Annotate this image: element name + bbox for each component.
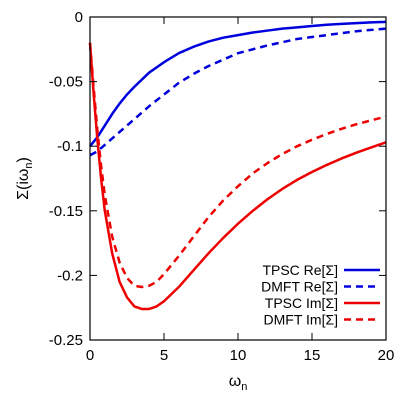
legend-label: DMFT Im[Σ] — [264, 312, 339, 328]
y-tick-label: -0.1 — [57, 138, 83, 155]
legend-label: DMFT Re[Σ] — [261, 279, 338, 295]
legend: TPSC Re[Σ]DMFT Re[Σ]TPSC Im[Σ]DMFT Im[Σ] — [261, 262, 380, 328]
series-line-2 — [88, 42, 387, 311]
series-line-1 — [89, 27, 387, 157]
x-tick-label: 5 — [160, 347, 168, 364]
x-tick-label: 10 — [230, 347, 247, 364]
x-tick-label: 20 — [378, 347, 395, 364]
x-tick-label: 0 — [86, 347, 94, 364]
y-tick-label: -0.05 — [49, 74, 83, 91]
y-tick-label: -0.2 — [57, 267, 83, 284]
x-tick-label: 15 — [304, 347, 321, 364]
y-tick-label: -0.25 — [49, 332, 83, 349]
x-axis-label: ωn — [229, 373, 248, 393]
plot-frame — [89, 16, 387, 341]
legend-label: TPSC Im[Σ] — [265, 295, 338, 311]
axis-ticks: 0 5 10 15 20 0 -0.05 -0.1 -0.15 -0.2 -0.25 — [49, 9, 395, 364]
y-axis-label: Σ(iωn) — [15, 157, 35, 200]
legend-label: TPSC Re[Σ] — [262, 262, 338, 278]
plot-lines — [88, 20, 387, 311]
y-tick-label: 0 — [75, 9, 83, 26]
series-line-0 — [89, 20, 387, 147]
series-line-3 — [88, 42, 387, 289]
y-tick-label: -0.15 — [49, 203, 83, 220]
